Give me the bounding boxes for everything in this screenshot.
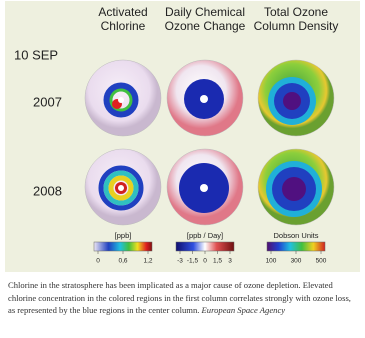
colorbar-tick-label: 0 [96,258,100,265]
column-title: Total Ozone [264,5,328,19]
row-label: 2007 [33,94,62,109]
colorbar-tick-label: 300 [291,258,302,265]
colorbar-tick-label: 500 [316,258,327,265]
colorbar [267,242,325,251]
colorbar-unit: Dobson Units [273,231,318,240]
colorbar-tick-label: 3 [228,258,232,265]
page: 10 SEP ActivatedChlorine [ppb] 0 0,6 1,2 Dail… [0,0,365,338]
row-label: 2008 [33,183,62,198]
colorbar-tick-label: -3 [177,258,183,265]
column-title: Activated [98,5,147,19]
caption-source: European Space Agency [202,305,286,315]
colorbar-tick-label: -1,5 [187,258,199,265]
colorbar-tick-label: 100 [266,258,277,265]
colorbar-unit: [ppb] [115,231,132,240]
column-title: Daily Chemical [165,5,245,19]
colorbar-tick-label: 1,2 [143,258,152,265]
colorbar [94,242,152,251]
colorbar [176,242,234,251]
colorbar-unit: [ppb / Day] [187,231,223,240]
caption: Chlorine in the stratosphere has been im… [8,279,360,317]
column-title: Ozone Change [165,19,246,33]
date-label: 10 SEP [14,47,58,62]
colorbar-tick-label: 0,6 [118,258,127,265]
column-title: Column Density [254,19,339,33]
column-title: Chlorine [101,19,146,33]
colorbar-tick-label: 0 [203,258,207,265]
colorbar-tick-label: 1,5 [213,258,222,265]
caption-text: Chlorine in the stratosphere has been im… [8,280,351,315]
